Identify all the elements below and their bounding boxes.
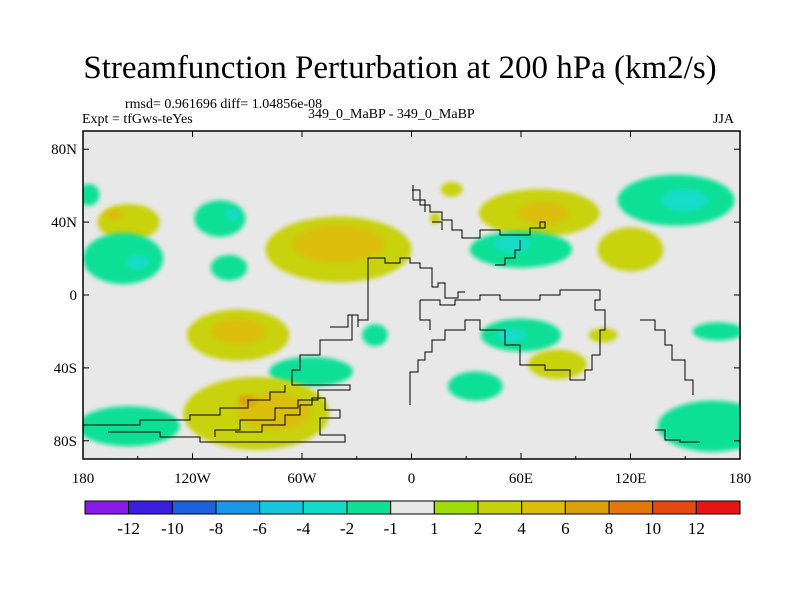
center-subtitle: 349_0_MaBP - 349_0_MaBP <box>308 107 475 122</box>
colorbar-label: -6 <box>253 519 267 538</box>
contour-region-32 <box>83 406 180 447</box>
colorbar-label: 1 <box>430 519 439 538</box>
colorbar-label: 2 <box>474 519 483 538</box>
colorbar-label: -10 <box>161 519 184 538</box>
contour-region-33 <box>657 400 740 452</box>
y-tick-label: 80N <box>51 142 77 158</box>
colorbar-swatch <box>84 500 130 515</box>
contour-region-17 <box>493 234 531 254</box>
coastline-eurasia <box>412 189 546 266</box>
colorbar-swatch <box>302 500 348 515</box>
colorbar-swatch <box>346 500 392 515</box>
y-tick-label: 40N <box>51 215 77 231</box>
contour-region-27 <box>588 327 618 343</box>
colorbar-swatch <box>521 500 566 515</box>
contour-region-31 <box>238 395 257 407</box>
colorbar-label: -8 <box>209 519 223 538</box>
colorbar-swatch <box>215 500 261 515</box>
coastline-antarctica <box>83 385 346 443</box>
colorbar-swatch <box>695 500 741 515</box>
colorbar-swatch <box>171 500 217 515</box>
colorbar-swatch <box>390 500 435 515</box>
colorbar-label: -12 <box>117 519 140 538</box>
left-subtitle: Expt = tfGws-teYes <box>82 112 193 127</box>
x-tick-label: 180 <box>729 471 752 487</box>
colorbar-swatch <box>259 500 304 515</box>
stats-text: rmsd= 0.961696 diff= 1.04856e-08 <box>125 97 323 112</box>
coastline-greenland <box>412 185 443 230</box>
contour-region-0 <box>83 183 100 206</box>
colorbar-swatch <box>652 500 697 515</box>
contour-region-7 <box>210 254 248 281</box>
colorbar-label: -1 <box>384 519 398 538</box>
contour-region-26 <box>448 371 503 401</box>
contour-region-20 <box>210 318 266 345</box>
contour-region-9 <box>292 225 385 263</box>
coastline-north-america <box>357 257 465 327</box>
colorbar: -12 -10 -8 -6 -4 -2 -1 1 2 4 6 8 10 12 <box>84 500 741 538</box>
x-axis: 180 120W 60W 0 60E 120E 180 <box>72 131 752 487</box>
coastlines <box>83 185 700 443</box>
x-tick-label: 60E <box>509 471 533 487</box>
y-tick-label: 0 <box>70 288 78 304</box>
contour-region-21 <box>269 356 354 387</box>
coastline-africa <box>409 289 606 405</box>
colorbar-swatch <box>564 500 610 515</box>
contour-region-5 <box>194 200 246 237</box>
coastline-south-america <box>214 314 359 437</box>
colorbar-label: 10 <box>644 519 661 538</box>
y-axis: 80N 40N 0 40S 80S <box>51 142 740 450</box>
x-tick-label: 60W <box>287 471 317 487</box>
x-tick-label: 0 <box>408 471 416 487</box>
contour-region-2 <box>104 209 124 221</box>
contour-region-15 <box>661 189 709 212</box>
colorbar-label: -4 <box>296 519 311 538</box>
contour-region-11 <box>429 212 441 224</box>
colorbar-swatch <box>477 500 523 515</box>
colorbar-label: 12 <box>688 519 705 538</box>
coastline-australia <box>640 319 700 443</box>
chart-title: Streamfunction Perturbation at 200 hPa (… <box>83 50 717 86</box>
contour-region-28 <box>692 322 740 341</box>
x-tick-label: 120E <box>615 471 647 487</box>
colorbar-label: -2 <box>340 519 354 538</box>
y-tick-label: 40S <box>54 361 77 377</box>
contour-region-10 <box>440 182 463 197</box>
contour-fill-layer <box>83 174 740 452</box>
right-subtitle: JJA <box>713 112 735 127</box>
colorbar-label: 6 <box>561 519 570 538</box>
x-tick-label: 180 <box>72 471 95 487</box>
contour-region-22 <box>362 324 388 347</box>
colorbar-label: 8 <box>605 519 614 538</box>
contour-region-3 <box>83 233 164 285</box>
colorbar-swatch <box>433 500 479 515</box>
contour-region-13 <box>517 202 569 224</box>
contour-region-25 <box>528 349 587 379</box>
contour-region-18 <box>597 227 664 272</box>
contour-region-4 <box>126 254 149 270</box>
colorbar-label: 4 <box>517 519 526 538</box>
contour-region-6 <box>225 209 240 221</box>
colorbar-swatch <box>128 500 173 515</box>
colorbar-swatch <box>608 500 654 515</box>
y-tick-label: 80S <box>54 434 77 450</box>
x-tick-label: 120W <box>174 471 212 487</box>
